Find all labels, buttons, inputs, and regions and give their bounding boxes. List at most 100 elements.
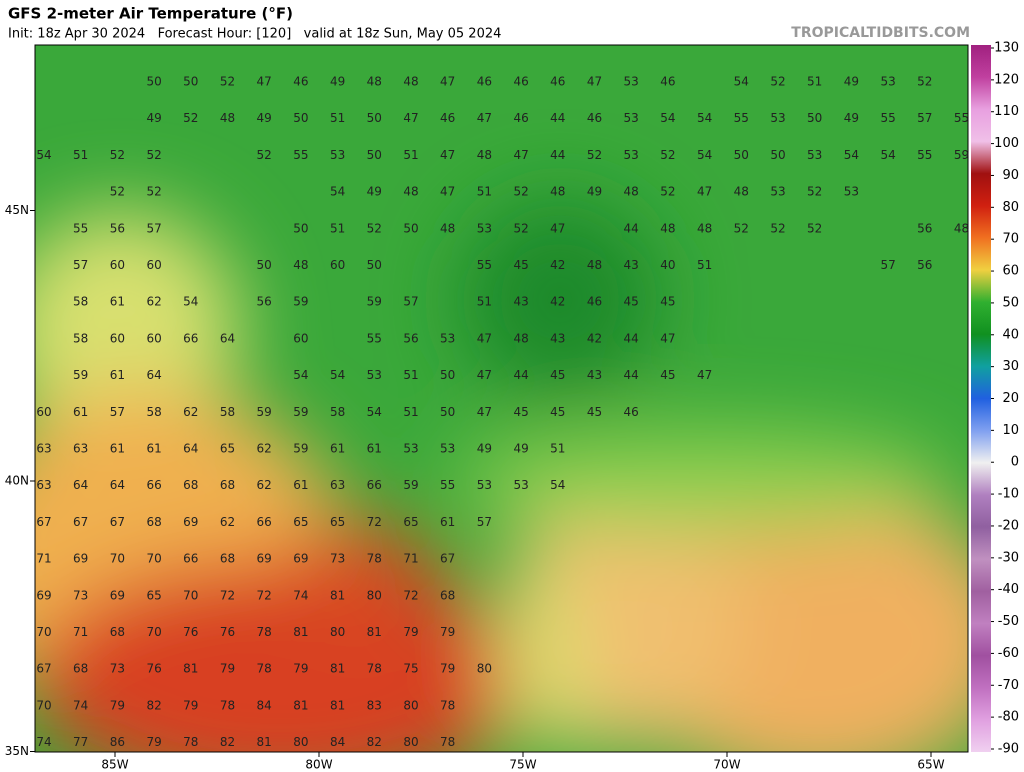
colorbar-label: 40 [1002, 327, 1019, 342]
station-value: 45 [660, 295, 675, 309]
station-value: 78 [257, 662, 272, 676]
station-value: 80 [367, 588, 382, 602]
station-value: 49 [477, 442, 492, 456]
station-value: 66 [183, 331, 198, 345]
station-value: 52 [770, 221, 785, 235]
station-value: 84 [257, 698, 272, 712]
lon-label: 70W [713, 758, 740, 772]
station-value: 52 [183, 111, 198, 125]
station-value: 70 [146, 552, 161, 566]
station-value: 82 [367, 735, 382, 749]
colorbar-label: 10 [1002, 423, 1019, 438]
station-value: 56 [110, 221, 125, 235]
station-value: 81 [293, 625, 308, 639]
lat-label: 45N [5, 203, 29, 217]
station-value: 55 [880, 111, 895, 125]
station-value: 54 [734, 75, 749, 89]
station-value: 51 [403, 405, 418, 419]
station-value: 47 [440, 148, 455, 162]
temperature-field [35, 45, 968, 752]
station-value: 69 [73, 552, 88, 566]
station-value: 72 [257, 588, 272, 602]
station-value: 57 [477, 515, 492, 529]
station-value: 72 [220, 588, 235, 602]
station-value: 64 [220, 331, 235, 345]
station-value: 79 [440, 625, 455, 639]
station-value: 60 [110, 258, 125, 272]
station-value: 52 [734, 221, 749, 235]
station-value: 61 [110, 368, 125, 382]
station-value: 49 [844, 111, 859, 125]
station-value: 52 [770, 75, 785, 89]
station-value: 73 [110, 662, 125, 676]
station-value: 55 [367, 331, 382, 345]
station-value: 47 [440, 75, 455, 89]
station-value: 62 [220, 515, 235, 529]
station-value: 46 [477, 75, 492, 89]
colorbar-label: -60 [998, 646, 1019, 661]
station-value: 44 [624, 221, 639, 235]
station-value: 45 [624, 295, 639, 309]
station-value: 68 [73, 662, 88, 676]
station-value: 80 [403, 698, 418, 712]
station-value: 59 [293, 295, 308, 309]
station-value: 42 [587, 331, 602, 345]
colorbar-label: -20 [998, 518, 1019, 533]
station-value: 56 [257, 295, 272, 309]
colorbar-label: 90 [1002, 168, 1019, 183]
station-value: 54 [36, 148, 51, 162]
station-value: 48 [403, 75, 418, 89]
station-value: 53 [770, 111, 785, 125]
lat-label: 35N [5, 744, 29, 758]
station-value: 48 [587, 258, 602, 272]
station-value: 44 [624, 368, 639, 382]
station-value: 57 [917, 111, 932, 125]
station-value: 67 [110, 515, 125, 529]
station-value: 64 [73, 478, 88, 492]
station-value: 48 [293, 258, 308, 272]
station-value: 69 [110, 588, 125, 602]
colorbar-label: -10 [998, 487, 1019, 502]
station-value: 82 [146, 698, 161, 712]
colorbar-fill [971, 45, 991, 752]
station-value: 52 [513, 221, 528, 235]
station-value: 50 [734, 148, 749, 162]
station-value: 53 [440, 442, 455, 456]
colorbar-label: -70 [998, 678, 1019, 693]
station-value: 79 [440, 662, 455, 676]
station-value: 47 [257, 75, 272, 89]
station-value: 81 [367, 625, 382, 639]
station-value: 58 [220, 405, 235, 419]
station-value: 58 [73, 331, 88, 345]
station-value: 46 [624, 405, 639, 419]
station-value: 59 [293, 405, 308, 419]
station-value: 67 [36, 515, 51, 529]
station-value: 53 [624, 111, 639, 125]
station-value: 54 [697, 148, 712, 162]
station-value: 71 [73, 625, 88, 639]
station-value: 52 [807, 221, 822, 235]
station-value: 59 [403, 478, 418, 492]
station-value: 84 [330, 735, 345, 749]
station-value: 54 [330, 185, 345, 199]
station-value: 51 [403, 148, 418, 162]
station-value: 47 [477, 111, 492, 125]
station-value: 63 [36, 442, 51, 456]
station-value: 71 [36, 552, 51, 566]
station-value: 81 [183, 662, 198, 676]
station-value: 47 [403, 111, 418, 125]
station-value: 54 [293, 368, 308, 382]
station-value: 61 [110, 442, 125, 456]
station-value: 60 [110, 331, 125, 345]
station-value: 51 [73, 148, 88, 162]
station-value: 52 [257, 148, 272, 162]
station-value: 53 [844, 185, 859, 199]
station-value: 54 [183, 295, 198, 309]
station-value: 46 [550, 75, 565, 89]
station-value: 81 [257, 735, 272, 749]
station-value: 66 [183, 552, 198, 566]
station-value: 78 [440, 735, 455, 749]
station-values: 50 50 52 47 46 49 48 48 47 46 46 46 47 53 46 54 52 51 49 53… [36, 75, 969, 750]
station-value: 52 [660, 185, 675, 199]
